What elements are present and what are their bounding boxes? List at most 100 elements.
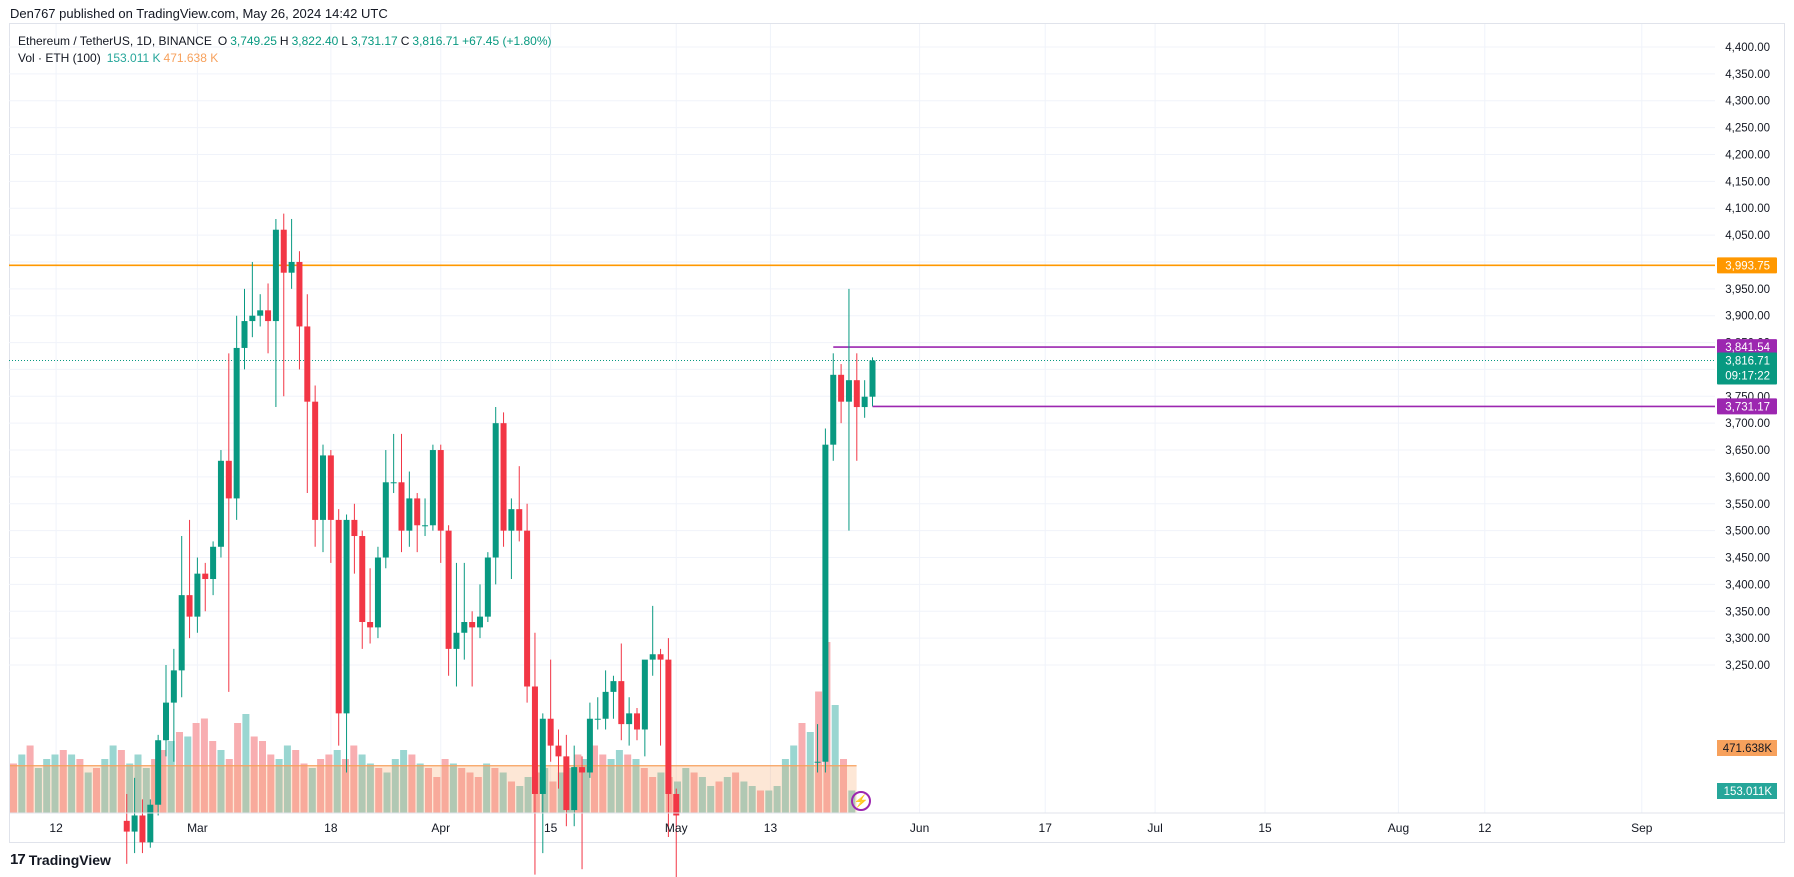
volume-bar (781, 759, 789, 813)
volume-bar (259, 741, 266, 813)
volume-bar (234, 723, 242, 813)
close-label: C (400, 34, 410, 48)
candle-body (210, 546, 217, 580)
horizontal-levels (9, 264, 1715, 408)
volume-bar (176, 732, 183, 813)
tradingview-logo[interactable]: 17 TradingView (10, 851, 111, 868)
candle-body (618, 681, 625, 725)
volume-bar (748, 786, 756, 813)
volume-bar (333, 750, 341, 813)
y-tick-label: 4,300.00 (1725, 96, 1770, 108)
volume-bar (425, 768, 432, 813)
candle-body (296, 261, 303, 327)
candle-body (563, 756, 570, 811)
open-label: O (217, 34, 228, 48)
candle-body (359, 536, 366, 623)
volume-bar (383, 772, 391, 813)
symbol-label[interactable]: Ethereum / TetherUS, 1D, BINANCE (18, 34, 212, 48)
volume-bar (831, 705, 839, 813)
high-label: H (279, 34, 289, 48)
volume-bar (184, 736, 192, 813)
volume-bar (557, 772, 565, 813)
volume-bar (632, 759, 640, 813)
volume-badge-bg (1717, 783, 1777, 799)
candle-body (610, 681, 617, 692)
volume-bar (416, 763, 424, 813)
volume-bar (765, 790, 773, 813)
volume-bar (715, 781, 723, 813)
candle-body (367, 622, 374, 628)
volume-bar (109, 745, 117, 813)
volume-bar (599, 754, 607, 813)
volume-label[interactable]: Vol · ETH (100) (18, 51, 101, 65)
candle-body (547, 718, 554, 746)
volume-bar (242, 714, 250, 813)
candle-body (272, 229, 279, 322)
candle-body (257, 310, 264, 316)
volume-bar (151, 759, 159, 813)
volume-bar (491, 768, 499, 813)
candle-body (571, 767, 578, 811)
candle-body (327, 455, 334, 520)
volume-bar (342, 759, 349, 813)
y-tick-label: 3,600.00 (1725, 472, 1770, 484)
candle-body (280, 229, 287, 273)
candle-body (233, 347, 240, 499)
x-tick-label: May (665, 821, 688, 835)
candle-body (524, 530, 531, 687)
volume-bar (225, 759, 233, 813)
candle-body (461, 622, 468, 633)
volume-bar (192, 723, 200, 813)
lightning-icon[interactable]: ⚡ (851, 791, 871, 811)
candle-body (123, 820, 130, 832)
candle-body (170, 670, 177, 703)
candle-body (845, 380, 852, 402)
volume-bar (723, 777, 731, 813)
volume-bar (591, 745, 598, 813)
volume-bar (300, 763, 308, 813)
candle-body (830, 374, 837, 445)
ohlc-row: Ethereum / TetherUS, 1D, BINANCE O 3,749.… (18, 33, 552, 50)
candle-body (343, 519, 350, 714)
volume-bar (267, 754, 275, 813)
x-tick-label: Jun (910, 821, 929, 835)
volume-bar (483, 763, 491, 813)
candle-body (390, 482, 397, 484)
y-tick-label: 4,200.00 (1725, 149, 1770, 161)
volume-bar (757, 790, 764, 813)
volume-bar (790, 745, 798, 813)
change-value: +67.45 (+1.80%) (462, 34, 552, 48)
volume-bar (549, 781, 557, 813)
volume-bar (43, 759, 51, 813)
candle-body (484, 557, 491, 617)
candle-body (477, 616, 483, 628)
volume-bar (209, 741, 217, 813)
x-tick-label: Apr (431, 821, 450, 835)
volume-bar (449, 763, 457, 813)
volume-bar (18, 754, 26, 813)
candle-body (217, 460, 224, 547)
open-value: 3,749.25 (230, 34, 277, 48)
volume-bar (458, 768, 466, 813)
low-label: L (341, 34, 348, 48)
y-tick-label: 3,350.00 (1725, 606, 1770, 618)
high-value: 3,822.40 (291, 34, 339, 48)
candle-body (304, 326, 311, 402)
volume-bar (76, 759, 84, 813)
level-badge-range-low-label: 3,731.17 (1725, 401, 1770, 413)
level-badge-resistance-bg (1717, 257, 1777, 274)
volume-bar (798, 723, 806, 813)
last-price-badge-bg (1717, 352, 1777, 385)
candle-body (414, 498, 421, 526)
candle-body (406, 498, 413, 531)
candle-body (437, 450, 444, 531)
candle-body (649, 654, 656, 660)
level-badge-resistance-label: 3,993.75 (1725, 260, 1770, 272)
volume-bar (740, 781, 748, 813)
candle-body (469, 622, 476, 628)
volume-row: Vol · ETH (100) 153.011 K 471.638 K (18, 50, 552, 67)
candle-body (853, 380, 860, 408)
volume-bar (657, 772, 665, 813)
volume-bar (325, 754, 333, 813)
